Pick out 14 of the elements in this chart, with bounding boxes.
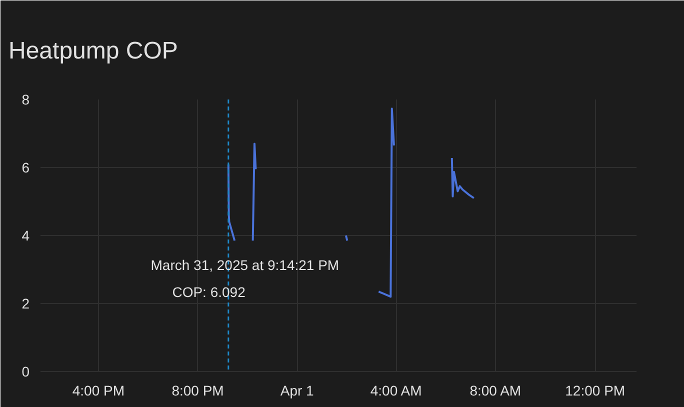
- y-tick-label: 4: [22, 228, 30, 244]
- y-tick-label: 8: [22, 92, 30, 108]
- y-tick-label: 6: [22, 160, 30, 176]
- annotation: COP: 6.092: [172, 284, 246, 300]
- x-tick-label: 12:00 PM: [565, 382, 626, 398]
- x-tick-label: 4:00 AM: [370, 382, 422, 398]
- annotation: March 31, 2025 at 9:14:21 PM: [150, 256, 340, 273]
- y-tick-label: 0: [22, 364, 30, 380]
- x-tick-label: 8:00 PM: [172, 382, 224, 398]
- x-tick-label: Apr 1: [280, 382, 314, 398]
- chart-title: Heatpump COP: [8, 38, 178, 64]
- y-tick-label: 2: [22, 296, 30, 312]
- x-tick-label: 4:00 PM: [72, 382, 125, 398]
- x-tick-label: 8:00 AM: [470, 382, 522, 398]
